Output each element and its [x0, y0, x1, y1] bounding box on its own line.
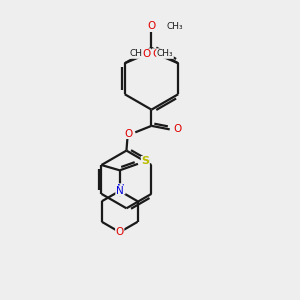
Text: CH₃: CH₃: [167, 22, 183, 31]
Text: O: O: [173, 124, 181, 134]
Text: N: N: [116, 186, 124, 196]
Text: CH₃: CH₃: [157, 50, 173, 58]
Text: N: N: [117, 184, 125, 194]
Text: O: O: [124, 128, 132, 139]
Text: O: O: [147, 21, 156, 31]
Text: S: S: [141, 157, 149, 166]
Text: O: O: [142, 49, 151, 59]
Text: O: O: [116, 227, 124, 237]
Text: O: O: [152, 49, 160, 59]
Text: CH₃: CH₃: [130, 50, 146, 58]
